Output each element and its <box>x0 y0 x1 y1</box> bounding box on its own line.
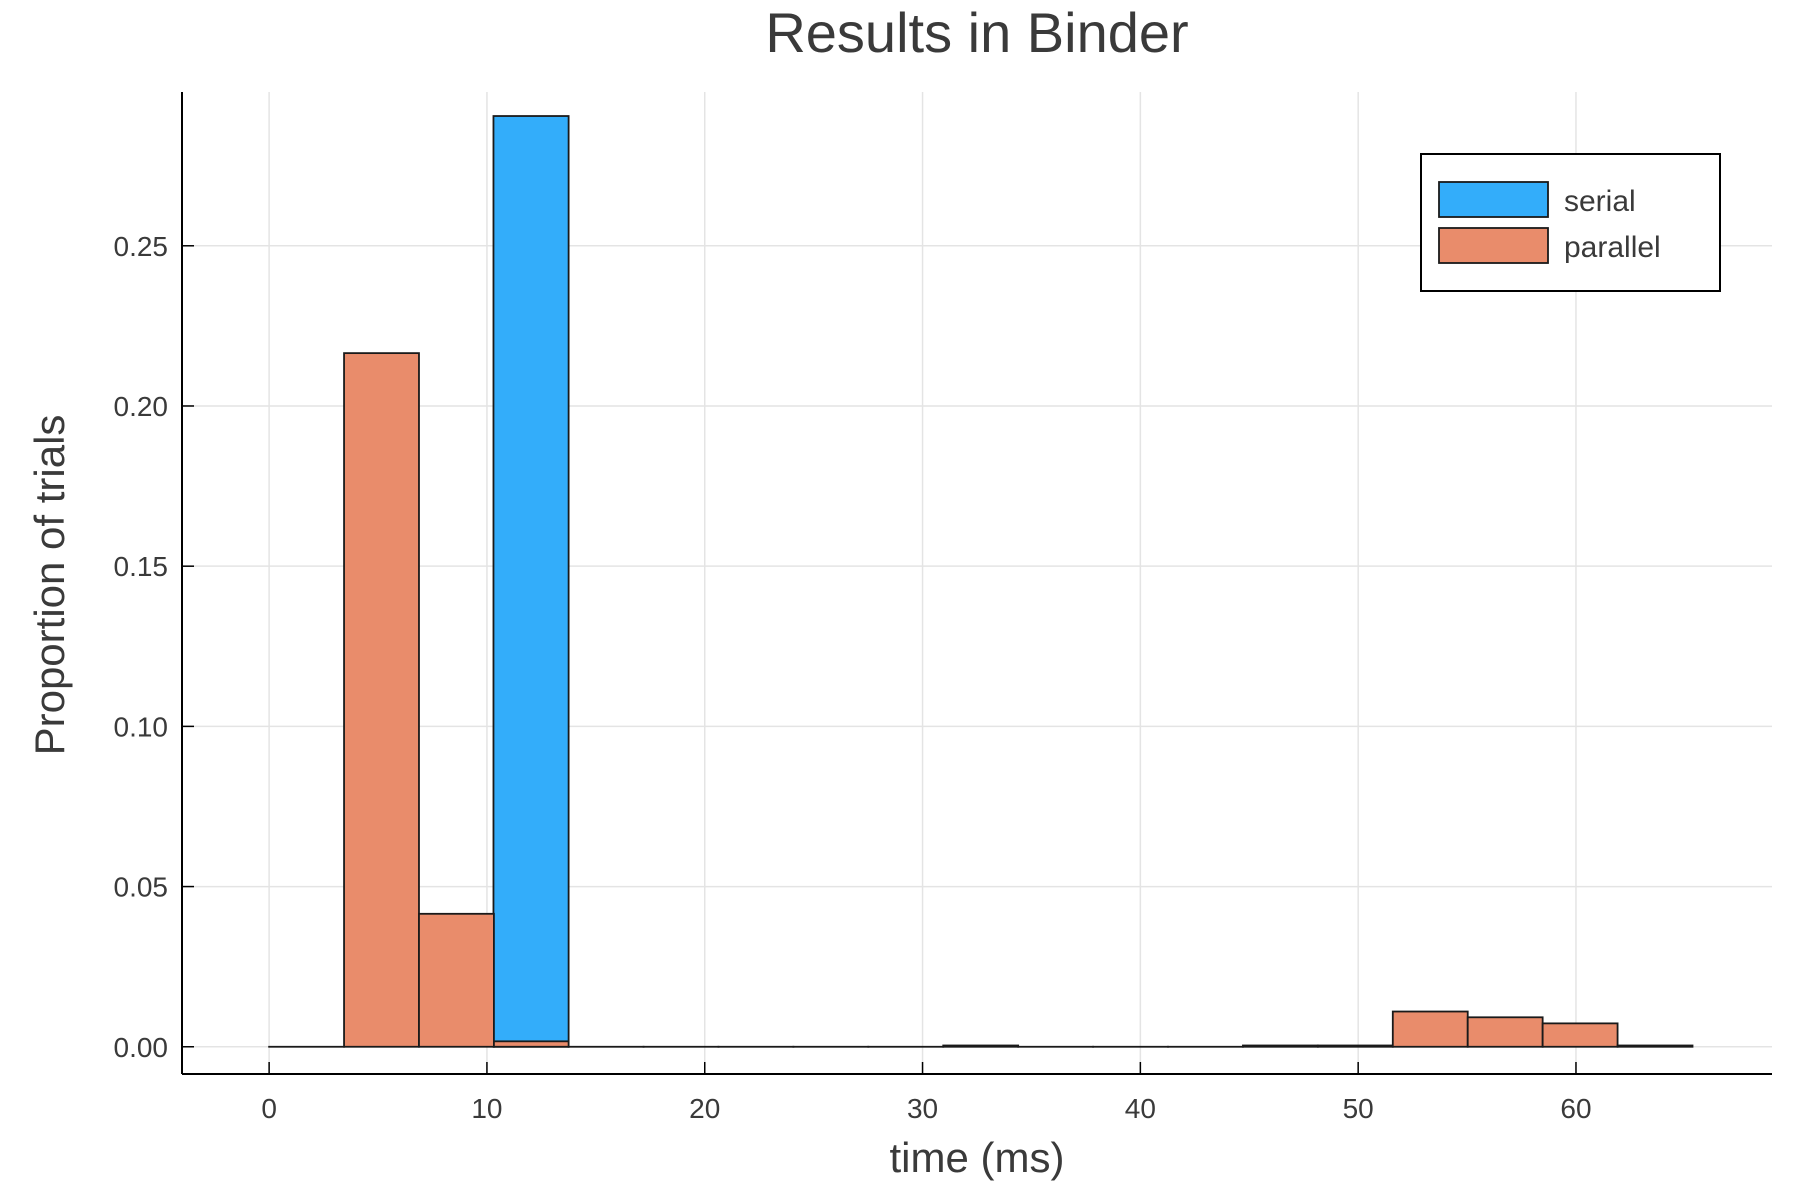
legend-label-parallel: parallel <box>1564 231 1661 264</box>
y-tick-label: 0.00 <box>114 1032 169 1063</box>
chart-title: Results in Binder <box>765 1 1188 64</box>
y-axis-label: Proportion of trials <box>26 415 73 756</box>
bar-parallel <box>493 1040 570 1048</box>
bar-parallel <box>1242 1044 1319 1048</box>
bar-parallel <box>1316 1044 1394 1048</box>
y-tick-label: 0.10 <box>114 711 169 742</box>
x-axis-label: time (ms) <box>890 1134 1065 1181</box>
axes <box>181 92 1772 1075</box>
legend-swatch-parallel <box>1438 227 1549 264</box>
x-tick-label: 20 <box>689 1093 720 1124</box>
y-tick-label: 0.25 <box>114 231 169 262</box>
x-tick-label: 10 <box>471 1093 502 1124</box>
series-serial <box>492 115 570 1048</box>
bar-parallel <box>343 352 420 1048</box>
x-tick-label: 60 <box>1560 1093 1591 1124</box>
x-tick-label: 40 <box>1125 1093 1156 1124</box>
legend-label-serial: serial <box>1564 185 1636 218</box>
bar-parallel <box>1466 1016 1544 1048</box>
y-tick-label: 0.05 <box>114 872 169 903</box>
x-tick-label: 50 <box>1343 1093 1374 1124</box>
x-tick-label: 30 <box>907 1093 938 1124</box>
x-tick-label: 0 <box>261 1093 277 1124</box>
y-tick-label: 0.20 <box>114 391 169 422</box>
tick-labels: 0 10 20 30 40 50 60 0.00 0.05 0.10 0.15 0.20 0.25 <box>114 231 1592 1124</box>
bar-parallel <box>1541 1022 1619 1048</box>
series-parallel <box>268 352 1694 1048</box>
bar-parallel <box>942 1044 1020 1048</box>
legend-box <box>1420 153 1721 292</box>
legend-swatch-serial <box>1438 181 1549 218</box>
bar-serial <box>492 115 570 1048</box>
bar-parallel <box>1391 1010 1469 1048</box>
bars <box>268 115 1694 1048</box>
legend: serial parallel <box>1420 153 1721 292</box>
y-tick-label: 0.15 <box>114 551 169 582</box>
bar-parallel <box>418 912 495 1048</box>
bar-parallel <box>1616 1044 1694 1048</box>
